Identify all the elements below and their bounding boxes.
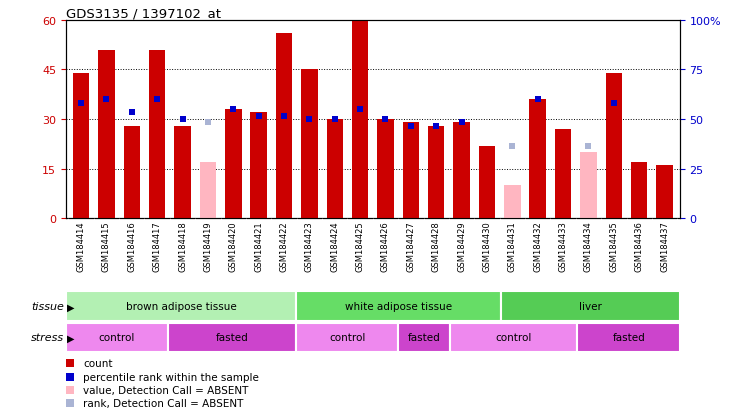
- Text: GSM184428: GSM184428: [432, 221, 441, 272]
- Text: stress: stress: [31, 332, 64, 343]
- Text: brown adipose tissue: brown adipose tissue: [126, 301, 236, 312]
- Bar: [98, 50, 115, 219]
- Text: GSM184421: GSM184421: [254, 221, 263, 272]
- Bar: [631, 163, 648, 219]
- Bar: [577, 323, 680, 352]
- Text: GSM184431: GSM184431: [508, 221, 517, 272]
- Bar: [124, 126, 140, 219]
- Text: GSM184433: GSM184433: [558, 221, 567, 272]
- Text: control: control: [99, 332, 135, 343]
- Bar: [428, 126, 444, 219]
- Bar: [66, 323, 168, 352]
- Bar: [352, 21, 368, 219]
- Text: GSM184432: GSM184432: [533, 221, 542, 272]
- Bar: [327, 120, 343, 219]
- Text: GSM184420: GSM184420: [229, 221, 238, 272]
- Text: tissue: tissue: [31, 301, 64, 312]
- Bar: [450, 323, 577, 352]
- Bar: [149, 50, 165, 219]
- Bar: [529, 100, 546, 219]
- Text: fasted: fasted: [613, 332, 645, 343]
- Bar: [296, 292, 501, 321]
- Text: GSM184423: GSM184423: [305, 221, 314, 272]
- Bar: [168, 323, 296, 352]
- Text: GSM184414: GSM184414: [77, 221, 86, 272]
- Text: GSM184434: GSM184434: [584, 221, 593, 272]
- Text: control: control: [329, 332, 366, 343]
- Bar: [504, 186, 520, 219]
- Bar: [200, 163, 216, 219]
- Text: GSM184425: GSM184425: [355, 221, 365, 272]
- Bar: [174, 126, 191, 219]
- Bar: [296, 323, 398, 352]
- Text: fasted: fasted: [216, 332, 249, 343]
- Text: GSM184437: GSM184437: [660, 221, 669, 272]
- Text: ▶: ▶: [67, 301, 75, 312]
- Bar: [580, 153, 596, 219]
- Bar: [398, 323, 450, 352]
- Bar: [73, 74, 89, 219]
- Text: GSM184419: GSM184419: [203, 221, 213, 272]
- Text: value, Detection Call = ABSENT: value, Detection Call = ABSENT: [83, 385, 249, 395]
- Text: GSM184418: GSM184418: [178, 221, 187, 272]
- Bar: [225, 110, 241, 219]
- Text: GSM184435: GSM184435: [610, 221, 618, 272]
- Text: GSM184427: GSM184427: [406, 221, 415, 272]
- Bar: [453, 123, 470, 219]
- Text: GSM184417: GSM184417: [153, 221, 162, 272]
- Text: GSM184436: GSM184436: [635, 221, 644, 272]
- Text: GSM184430: GSM184430: [482, 221, 491, 272]
- Text: GSM184426: GSM184426: [381, 221, 390, 272]
- Text: control: control: [496, 332, 531, 343]
- Bar: [251, 113, 267, 219]
- Bar: [276, 34, 292, 219]
- Bar: [479, 146, 495, 219]
- Text: GSM184416: GSM184416: [127, 221, 136, 272]
- Bar: [403, 123, 419, 219]
- Text: GSM184422: GSM184422: [279, 221, 289, 272]
- Text: white adipose tissue: white adipose tissue: [345, 301, 452, 312]
- Bar: [656, 166, 673, 219]
- Text: percentile rank within the sample: percentile rank within the sample: [83, 372, 259, 382]
- Bar: [555, 130, 572, 219]
- Text: fasted: fasted: [408, 332, 440, 343]
- Text: count: count: [83, 358, 113, 368]
- Text: GSM184424: GSM184424: [330, 221, 339, 272]
- Bar: [605, 74, 622, 219]
- Text: ▶: ▶: [67, 332, 75, 343]
- Bar: [501, 292, 680, 321]
- Text: GSM184429: GSM184429: [457, 221, 466, 272]
- Text: GSM184415: GSM184415: [102, 221, 111, 272]
- Bar: [301, 70, 318, 219]
- Text: rank, Detection Call = ABSENT: rank, Detection Call = ABSENT: [83, 399, 243, 408]
- Bar: [66, 292, 296, 321]
- Text: GDS3135 / 1397102_at: GDS3135 / 1397102_at: [66, 7, 221, 19]
- Bar: [377, 120, 394, 219]
- Text: liver: liver: [579, 301, 602, 312]
